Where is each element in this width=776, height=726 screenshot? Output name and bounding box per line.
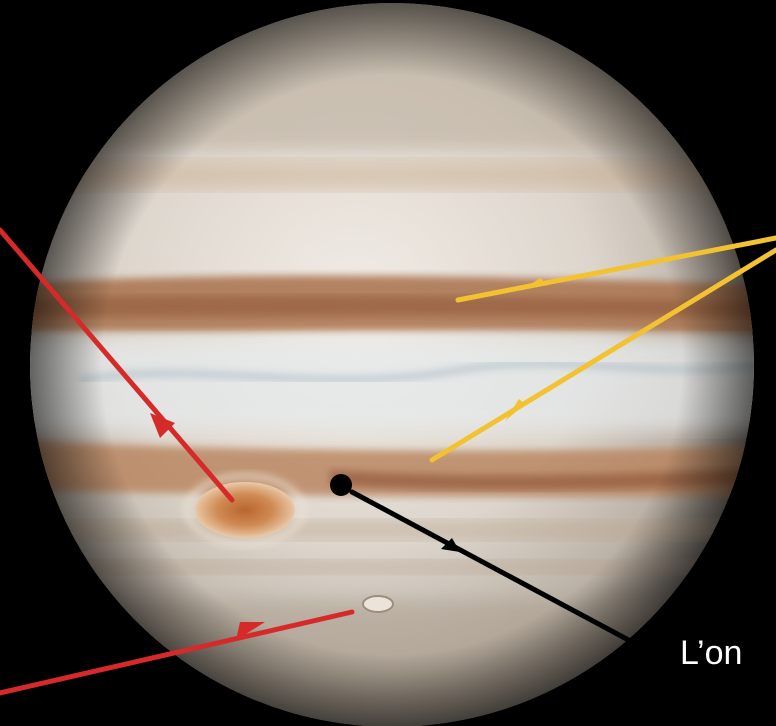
red-arrow-white-oval bbox=[0, 609, 355, 696]
red-arrow-great-red-spot bbox=[0, 227, 235, 503]
caption-text: L’on bbox=[680, 634, 743, 672]
black-arrow-moon-shadow bbox=[349, 489, 639, 647]
moon-shadow bbox=[330, 474, 352, 496]
yellow-arrow-north-belt bbox=[455, 235, 776, 303]
yellow-arrow-south-belt bbox=[429, 247, 776, 463]
